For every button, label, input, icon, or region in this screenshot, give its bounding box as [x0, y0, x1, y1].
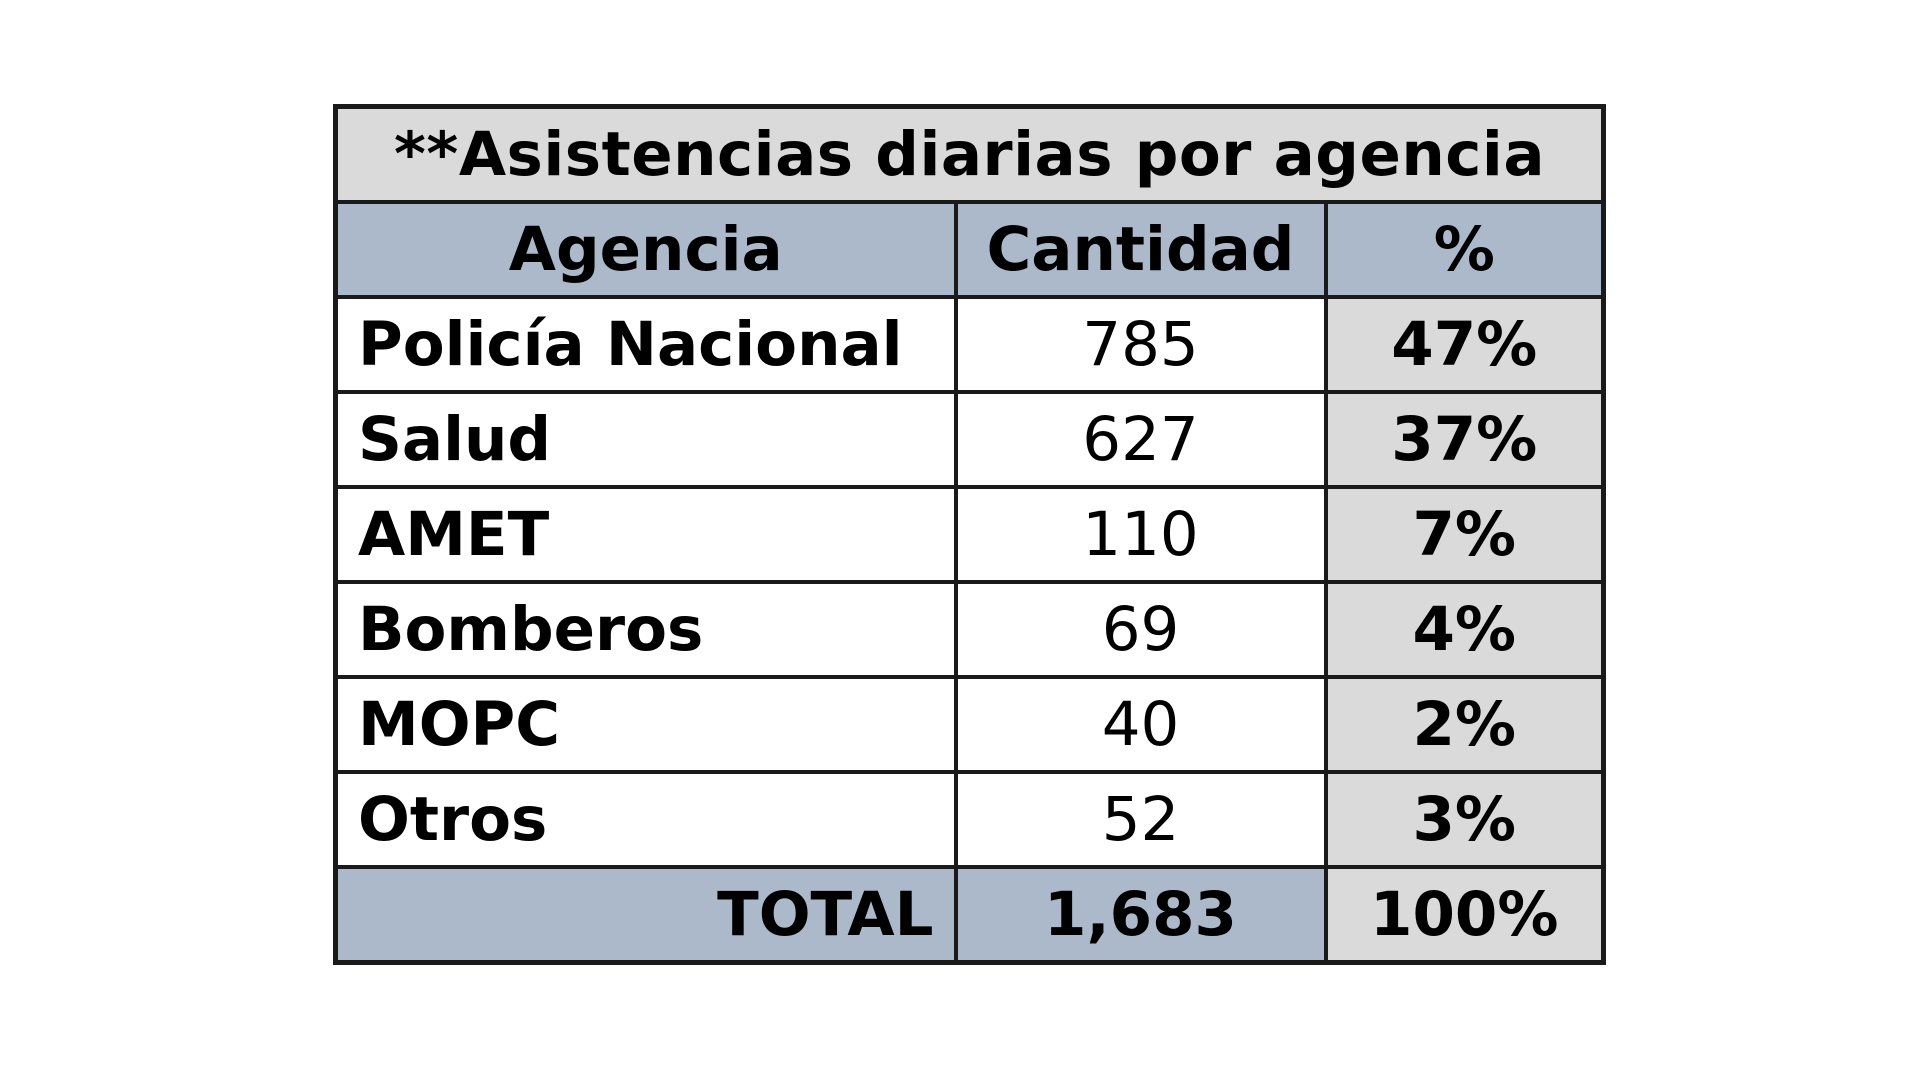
count-cell: 52: [953, 770, 1328, 869]
agency-cell: Bomberos: [333, 580, 958, 679]
total-row: TOTAL 1,683 100%: [333, 865, 1606, 965]
total-label: TOTAL: [333, 865, 958, 965]
count-cell: 110: [953, 485, 1328, 584]
percent-cell: 7%: [1323, 485, 1606, 584]
percent-cell: 4%: [1323, 580, 1606, 679]
table-row: Bomberos 69 4%: [333, 580, 1606, 679]
header-row: Agencia Cantidad %: [333, 200, 1606, 299]
percent-cell: 2%: [1323, 675, 1606, 774]
total-percent: 100%: [1323, 865, 1606, 965]
table-title: **Asistencias diarias por agencia: [333, 104, 1606, 204]
table-row: AMET 110 7%: [333, 485, 1606, 584]
agency-cell: MOPC: [333, 675, 958, 774]
table-row: Salud 627 37%: [333, 390, 1606, 489]
count-cell: 69: [953, 580, 1328, 679]
count-cell: 627: [953, 390, 1328, 489]
agency-assistance-table: **Asistencias diarias por agencia Agenci…: [333, 104, 1607, 965]
percent-cell: 47%: [1323, 295, 1606, 394]
title-row: **Asistencias diarias por agencia: [333, 104, 1606, 204]
column-header-cantidad: Cantidad: [953, 200, 1328, 299]
percent-cell: 37%: [1323, 390, 1606, 489]
agency-cell: AMET: [333, 485, 958, 584]
count-cell: 785: [953, 295, 1328, 394]
agency-cell: Otros: [333, 770, 958, 869]
total-count: 1,683: [953, 865, 1328, 965]
agency-cell: Salud: [333, 390, 958, 489]
column-header-porcentaje: %: [1323, 200, 1606, 299]
agency-cell: Policía Nacional: [333, 295, 958, 394]
table-row: MOPC 40 2%: [333, 675, 1606, 774]
table-row: Policía Nacional 785 47%: [333, 295, 1606, 394]
column-header-agencia: Agencia: [333, 200, 958, 299]
count-cell: 40: [953, 675, 1328, 774]
percent-cell: 3%: [1323, 770, 1606, 869]
table-row: Otros 52 3%: [333, 770, 1606, 869]
